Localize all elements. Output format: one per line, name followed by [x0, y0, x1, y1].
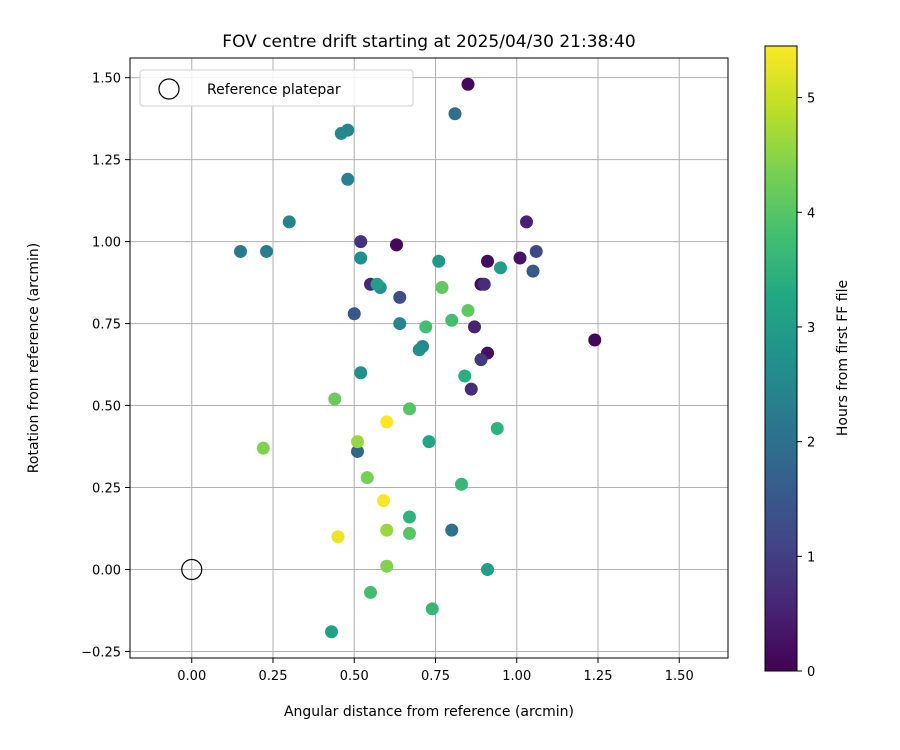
y-tick-label: 1.50	[92, 72, 121, 87]
data-point	[458, 369, 472, 383]
data-point	[390, 238, 403, 252]
data-point	[419, 320, 433, 334]
y-tick-label: 0.00	[92, 563, 121, 578]
data-point	[520, 215, 533, 229]
data-point	[403, 402, 416, 416]
data-point	[481, 254, 494, 268]
x-tick-label: 1.50	[665, 669, 694, 684]
data-points	[234, 77, 602, 639]
reference-point	[181, 558, 203, 581]
y-axis-label: Rotation from reference (arcmin)	[26, 243, 42, 473]
x-tick-label: 0.50	[340, 669, 369, 684]
data-point	[354, 235, 368, 249]
y-tick-label: 0.50	[92, 400, 121, 415]
data-point	[445, 523, 459, 537]
x-axis-ticks: 0.00 0.25 0.50 0.75 1.00 1.25 1.50	[177, 658, 694, 684]
y-tick-label: −0.25	[81, 645, 121, 660]
data-point	[351, 444, 364, 458]
legend-reference-marker	[158, 78, 180, 100]
y-tick-label: 0.25	[92, 482, 121, 497]
data-point	[412, 343, 426, 357]
data-point	[364, 585, 377, 599]
chart-title: FOV centre drift starting at 2025/04/30 …	[222, 32, 635, 52]
colorbar-gradient	[764, 45, 798, 672]
data-point	[282, 215, 296, 229]
data-point	[354, 251, 368, 265]
data-point	[432, 254, 446, 268]
data-point	[435, 281, 449, 295]
legend-box	[139, 69, 414, 107]
data-point	[474, 353, 488, 367]
x-tick-label: 0.25	[259, 669, 288, 684]
data-point	[370, 277, 384, 291]
y-axis-ticks: −0.25 0.00 0.25 0.50 0.75 1.00 1.25 1.50	[81, 72, 130, 660]
x-tick-label: 1.25	[584, 669, 613, 684]
data-point	[351, 435, 364, 449]
legend-reference-label: Reference platepar	[207, 82, 341, 98]
y-tick-label: 1.25	[92, 154, 121, 169]
data-point	[494, 261, 507, 275]
data-point	[393, 290, 407, 304]
colorbar-tick-label: 5	[807, 92, 815, 107]
data-point	[347, 307, 361, 321]
colorbar-ticks: 0 1 2 3 4 5	[797, 92, 815, 680]
data-point	[403, 526, 416, 540]
colorbar: 0 1 2 3 4 5 Hours from first FF file	[764, 45, 851, 680]
data-point	[445, 313, 459, 327]
plot-frame	[129, 57, 729, 659]
x-axis-label: Angular distance from reference (arcmin)	[284, 704, 574, 720]
y-tick-label: 0.75	[92, 318, 121, 333]
data-point	[360, 471, 374, 485]
legend: Reference platepar	[139, 69, 414, 107]
colorbar-tick-label: 2	[807, 436, 815, 451]
data-point	[341, 172, 355, 186]
data-point	[464, 382, 478, 396]
data-point	[403, 510, 416, 524]
data-point	[513, 251, 527, 265]
data-point	[477, 277, 491, 291]
data-point	[260, 244, 273, 258]
y-tick-label: 1.00	[92, 236, 121, 251]
data-point	[448, 107, 462, 121]
data-point	[588, 333, 602, 347]
x-tick-label: 0.00	[177, 669, 206, 684]
data-point	[380, 415, 394, 429]
data-point	[422, 435, 436, 449]
data-point	[380, 523, 394, 537]
grid-lines	[130, 58, 728, 658]
data-point	[377, 494, 390, 508]
data-point	[328, 392, 342, 406]
data-point	[234, 244, 247, 258]
data-point	[331, 530, 345, 544]
data-point	[529, 244, 543, 258]
data-point	[526, 264, 540, 278]
colorbar-tick-label: 0	[807, 665, 815, 680]
data-point	[393, 317, 407, 331]
colorbar-tick-label: 4	[807, 206, 815, 221]
x-tick-label: 1.00	[502, 669, 531, 684]
reference-marker	[181, 558, 203, 581]
colorbar-tick-label: 3	[807, 321, 815, 336]
data-point	[490, 421, 504, 435]
data-point	[325, 625, 338, 639]
data-point	[455, 477, 468, 491]
data-point	[461, 303, 475, 317]
colorbar-label: Hours from first FF file	[835, 280, 851, 436]
x-tick-label: 0.75	[421, 669, 450, 684]
data-point	[461, 77, 475, 91]
data-point	[256, 441, 270, 455]
data-point	[354, 366, 368, 380]
data-point	[380, 559, 394, 573]
data-point	[468, 320, 481, 334]
colorbar-tick-label: 1	[807, 550, 815, 565]
data-point	[481, 562, 494, 576]
data-point	[341, 123, 355, 137]
data-point	[425, 602, 439, 616]
